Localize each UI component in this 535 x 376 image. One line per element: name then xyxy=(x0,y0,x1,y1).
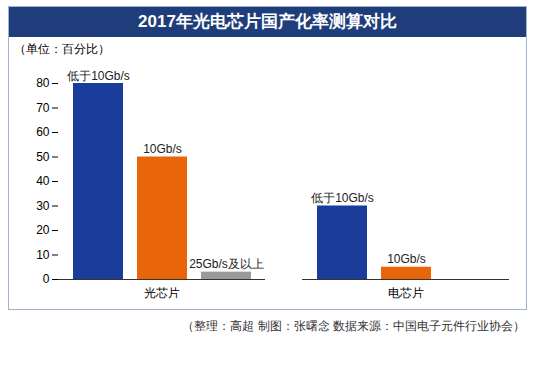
svg-text:低于10Gb/s: 低于10Gb/s xyxy=(67,69,130,83)
svg-text:20: 20 xyxy=(36,223,50,237)
svg-text:50: 50 xyxy=(36,150,50,164)
svg-text:10: 10 xyxy=(36,248,50,262)
svg-text:30: 30 xyxy=(36,199,50,213)
svg-text:光芯片: 光芯片 xyxy=(144,286,180,300)
svg-text:40: 40 xyxy=(36,174,50,188)
svg-text:10Gb/s: 10Gb/s xyxy=(387,252,426,266)
html-text:（整理：高超 制图：张曙念 数据来源：中国电子元件行业协会）: （整理：高超 制图：张曙念 数据来源：中国电子元件行业协会） xyxy=(182,319,525,333)
svg-text:0: 0 xyxy=(43,272,50,286)
html-text:2017年光电芯片国产化率测算对比: 2017年光电芯片国产化率测算对比 xyxy=(138,12,397,31)
svg-text:80: 80 xyxy=(36,76,50,90)
svg-text:（单位：百分比）: （单位：百分比） xyxy=(14,42,110,56)
svg-text:60: 60 xyxy=(36,125,50,139)
svg-text:10Gb/s: 10Gb/s xyxy=(143,142,182,156)
svg-text:25Gb/s及以上: 25Gb/s及以上 xyxy=(189,257,264,271)
svg-text:低于10Gb/s: 低于10Gb/s xyxy=(311,191,374,205)
svg-text:70: 70 xyxy=(36,101,50,115)
svg-text:电芯片: 电芯片 xyxy=(388,286,424,300)
